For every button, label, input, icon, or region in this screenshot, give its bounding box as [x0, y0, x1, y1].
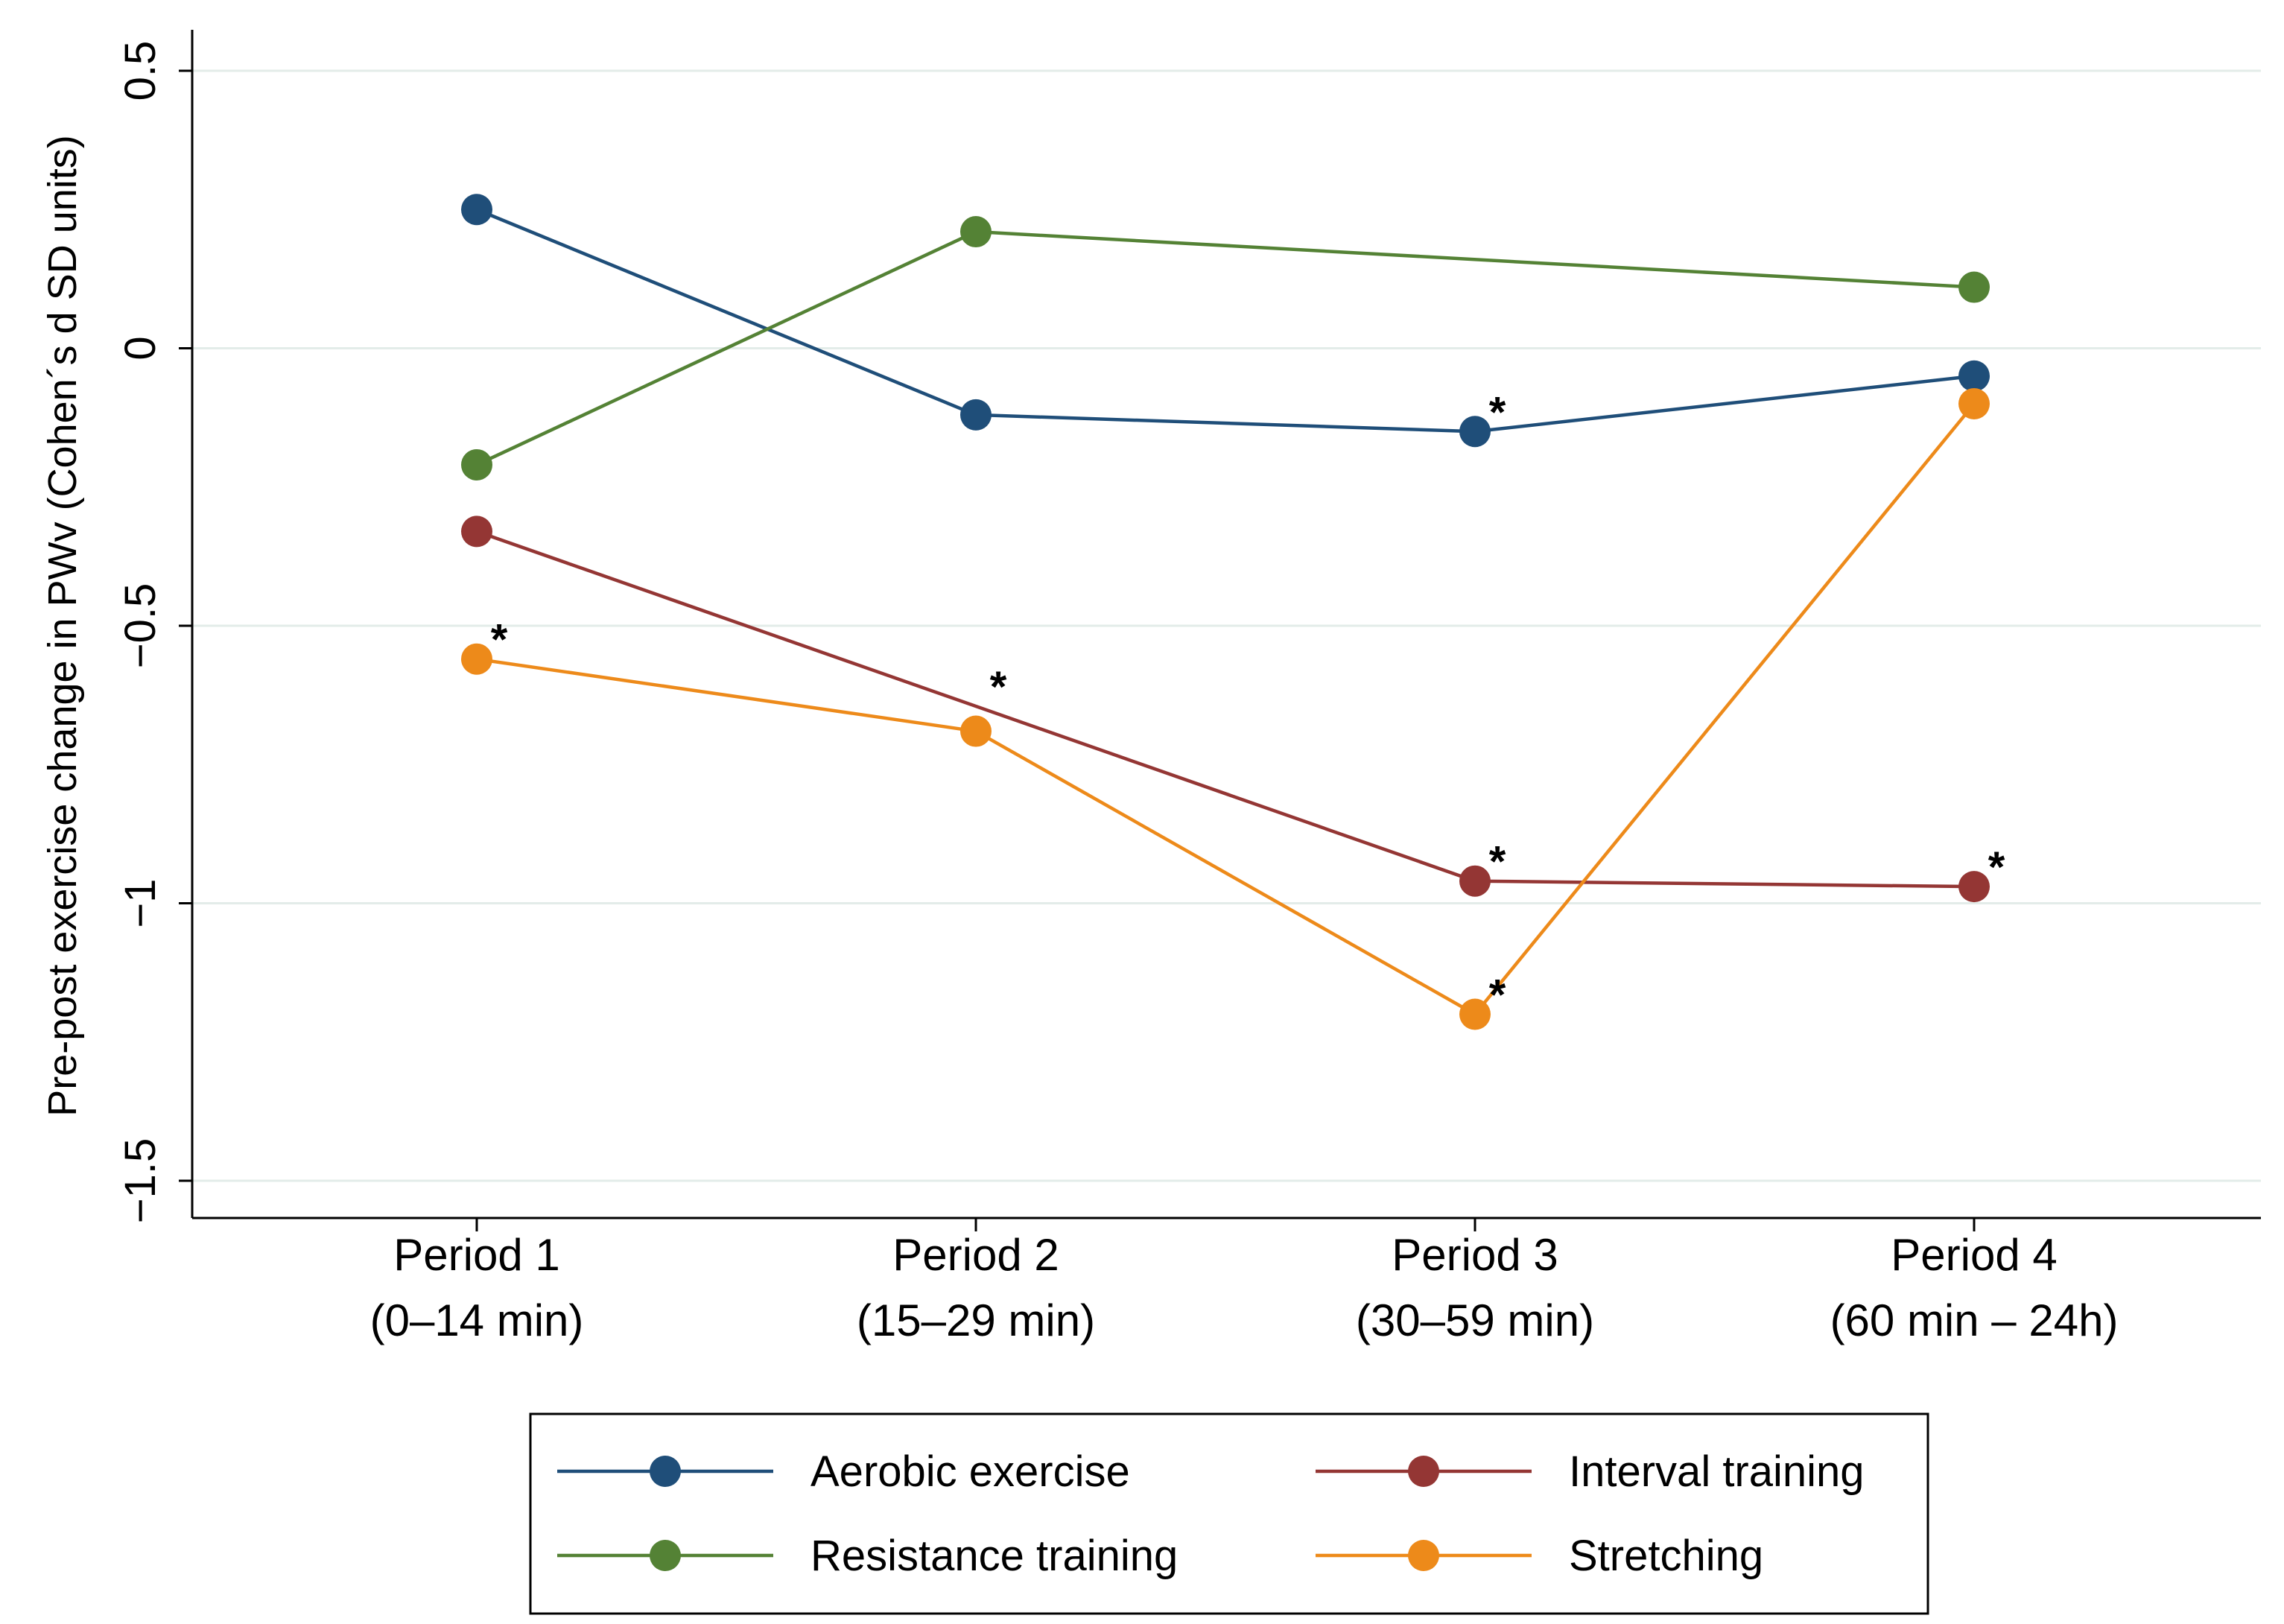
series-aerobic-exercise	[461, 194, 1990, 448]
y-tick-label: −1.5	[116, 1138, 165, 1224]
series-stretching	[461, 388, 1990, 1030]
data-point	[1459, 998, 1491, 1030]
x-tick-sublabel: (60 min – 24h)	[1830, 1295, 2119, 1345]
x-tick-label: Period 3	[1392, 1230, 1558, 1280]
y-tick-label: −0.5	[116, 583, 165, 669]
legend-box	[529, 1412, 1929, 1615]
x-tick-sublabel: (30–59 min)	[1356, 1295, 1594, 1345]
data-point	[461, 516, 492, 548]
legend-marker	[1408, 1456, 1439, 1487]
legend-label: Resistance training	[810, 1532, 1178, 1580]
x-tick-label: Period 4	[1891, 1230, 2057, 1280]
data-point	[1958, 271, 1990, 303]
legend-entry-resistance-training: Resistance training	[557, 1532, 1178, 1580]
data-point	[461, 448, 492, 480]
legend-label: Interval training	[1569, 1447, 1865, 1496]
significance-star: *	[1988, 843, 2005, 892]
legend: Aerobic exercise Resistance training Inter…	[529, 1412, 1929, 1615]
significance-star: *	[491, 616, 508, 664]
data-point	[1958, 388, 1990, 419]
series-interval-training	[461, 516, 1990, 903]
axes: 0.5 0 −0.5 −1 −1.5 Period 1 (0–14 min) Period 2…	[116, 30, 2261, 1345]
gridlines	[192, 69, 2261, 1182]
data-point	[960, 715, 992, 747]
x-tick-label: Period 2	[892, 1230, 1059, 1280]
data-point	[960, 399, 992, 431]
legend-marker	[650, 1540, 681, 1571]
x-tick-label: Period 1	[393, 1230, 559, 1280]
y-tick-label: 0	[116, 336, 165, 360]
series-resistance-training	[461, 216, 1990, 480]
significance-star: *	[1489, 971, 1506, 1020]
series-lines	[461, 194, 1990, 1030]
legend-marker	[650, 1456, 681, 1487]
significance-star: *	[1489, 388, 1506, 437]
significance-star: *	[990, 663, 1007, 711]
legend-entry-aerobic-exercise: Aerobic exercise	[557, 1447, 1130, 1496]
data-point	[1459, 865, 1491, 897]
legend-label: Stretching	[1569, 1532, 1763, 1580]
legend-entry-interval-training: Interval training	[1316, 1447, 1865, 1496]
data-point	[1459, 416, 1491, 448]
x-tick-sublabel: (15–29 min)	[857, 1295, 1095, 1345]
data-point	[1958, 360, 1990, 392]
series-line	[476, 530, 1975, 889]
legend-label: Aerobic exercise	[810, 1447, 1130, 1496]
data-point	[960, 216, 992, 248]
legend-entry-stretching: Stretching	[1316, 1532, 1763, 1580]
significance-star: *	[1489, 838, 1506, 886]
data-point	[1958, 871, 1990, 903]
y-axis-title: Pre-post exercise change in PWv (Cohen´s…	[40, 135, 85, 1117]
x-tick-sublabel: (0–14 min)	[370, 1295, 584, 1345]
series-line	[476, 208, 1975, 434]
significance-markers: * * * * * *	[491, 388, 2005, 1019]
y-tick-label: 0.5	[116, 41, 165, 101]
y-tick-label: −1	[116, 878, 165, 927]
data-point	[461, 194, 492, 226]
legend-marker	[1408, 1540, 1439, 1571]
data-point	[461, 643, 492, 675]
series-line	[476, 402, 1976, 1016]
